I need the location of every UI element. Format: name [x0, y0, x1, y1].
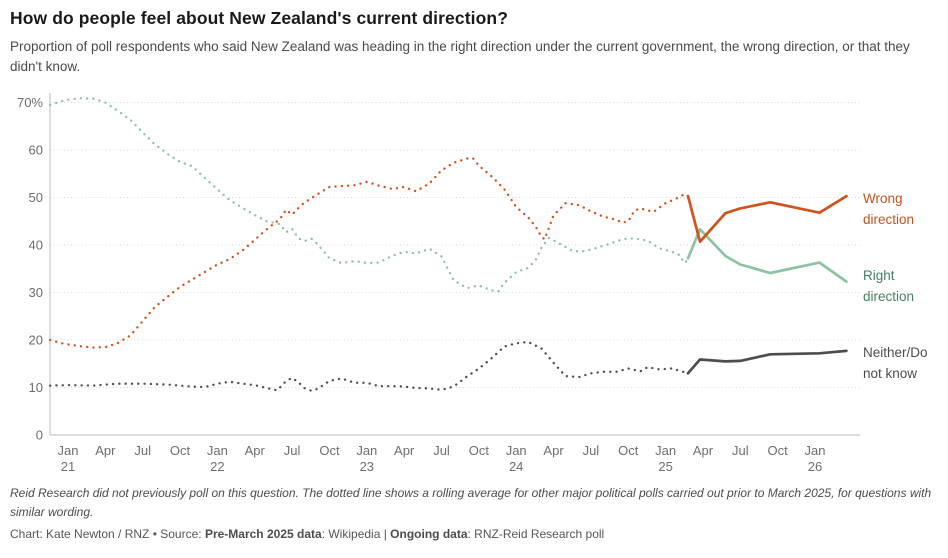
y-axis-label: 30: [29, 285, 43, 300]
series-line-wrong-direction-rnz-reid-research-poll: [686, 194, 848, 244]
y-axis-label: 0: [36, 428, 43, 443]
x-axis-month-label: Jul: [433, 443, 450, 458]
x-axis-year-label: 22: [210, 459, 224, 474]
x-axis-month-label: Apr: [693, 443, 714, 458]
x-axis-month-label: Apr: [543, 443, 564, 458]
y-axis-label: 50: [29, 190, 43, 205]
x-axis-year-label: 23: [360, 459, 374, 474]
x-axis-year-label: 25: [658, 459, 672, 474]
credit-source-ongoing: Ongoing data: [390, 527, 468, 541]
x-axis-month-label: Jan: [506, 443, 527, 458]
x-axis-month-label: Jul: [134, 443, 151, 458]
credit-prefix: Chart: Kate Newton / RNZ • Source:: [10, 527, 205, 541]
legend-right-direction: Right direction: [863, 268, 915, 304]
y-axis-label: 60: [29, 143, 43, 158]
x-axis-month-label: Oct: [618, 443, 639, 458]
legend-wrong-direction: Wrong direction: [863, 191, 915, 227]
x-axis-month-label: Oct: [469, 443, 490, 458]
page-title: How do people feel about New Zealand's c…: [10, 8, 508, 28]
chart-credit: Chart: Kate Newton / RNZ • Source: Pre-M…: [10, 527, 946, 541]
y-axis-label: 20: [29, 333, 43, 348]
x-axis-year-label: 21: [61, 459, 75, 474]
x-axis-month-label: Jan: [207, 443, 228, 458]
x-axis-month-label: Jan: [655, 443, 676, 458]
x-axis-year-label: 26: [808, 459, 822, 474]
series-line-neither-do-not-know-pre-march-2025-rolling-average: [48, 340, 690, 392]
series-line-right-direction-rnz-reid-research-poll: [686, 227, 848, 283]
x-axis-month-label: Jan: [356, 443, 377, 458]
chart-footnote: Reid Research did not previously poll on…: [10, 486, 932, 520]
x-axis-month-label: Oct: [319, 443, 340, 458]
series-line-neither-do-not-know-rnz-reid-research-poll: [686, 349, 848, 375]
series-line-right-direction-pre-march-2025-rolling-average: [48, 97, 690, 293]
x-axis-month-label: Apr: [394, 443, 415, 458]
x-axis-month-label: Oct: [170, 443, 191, 458]
series-line-wrong-direction-pre-march-2025-rolling-average: [48, 156, 690, 349]
x-axis-year-label: 24: [509, 459, 523, 474]
credit-mid2: : RNZ-Reid Research poll: [467, 527, 605, 541]
y-axis-label: 10: [29, 380, 43, 395]
x-axis-month-label: Apr: [95, 443, 116, 458]
credit-source-pre-march: Pre-March 2025 data: [204, 527, 322, 541]
x-axis-month-label: Jul: [583, 443, 600, 458]
x-axis-month-label: Jul: [732, 443, 749, 458]
y-axis-label: 70%: [17, 95, 43, 110]
x-axis-month-label: Jan: [805, 443, 826, 458]
x-axis-month-label: Jan: [58, 443, 79, 458]
credit-mid1: : Wikipedia |: [321, 527, 391, 541]
x-axis-month-label: Jul: [284, 443, 301, 458]
x-axis-month-label: Apr: [245, 443, 266, 458]
y-axis-label: 40: [29, 238, 43, 253]
legend-neither-do-not-know: Neither/Do not know: [863, 345, 928, 381]
x-axis-month-label: Oct: [768, 443, 789, 458]
chart-subtitle: Proportion of poll respondents who said …: [10, 39, 910, 75]
